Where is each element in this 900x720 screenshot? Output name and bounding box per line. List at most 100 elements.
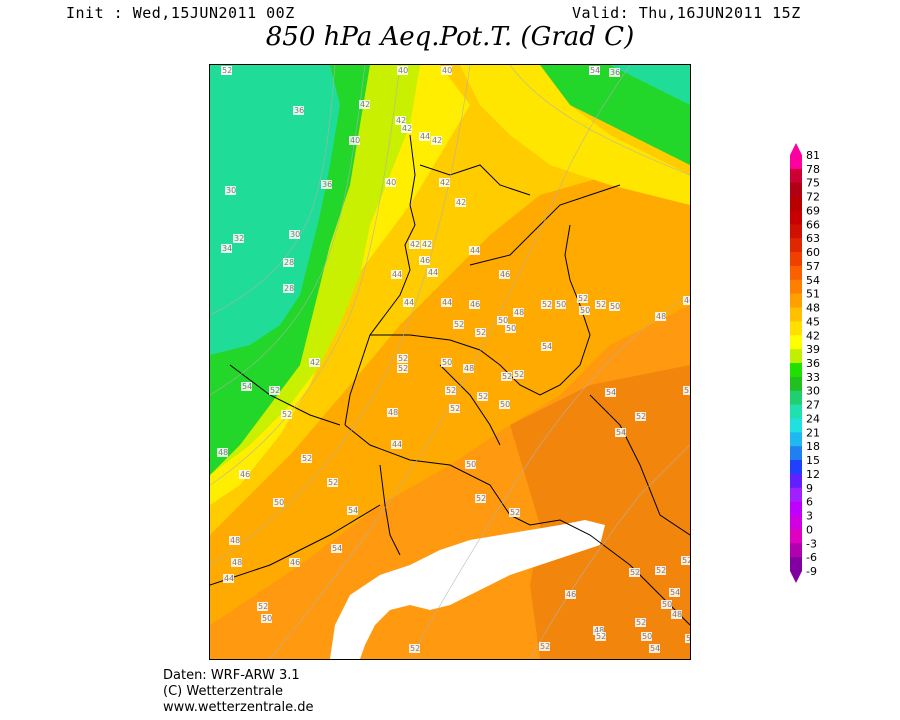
contour-value-label: 52 (636, 412, 646, 421)
teal-field-west (210, 65, 340, 355)
contour-label-box (283, 258, 294, 267)
legend-swatch (790, 279, 802, 295)
legend-label: 6 (806, 496, 813, 509)
legend-label: 24 (806, 412, 820, 425)
contour-label-box (509, 508, 520, 517)
legend-swatch (790, 293, 802, 309)
contour-label-box (609, 68, 620, 77)
legend-swatch (790, 418, 802, 433)
legend-swatch (790, 335, 802, 350)
contour-value-label: 54 (590, 66, 600, 75)
yellow-field-northeast (460, 65, 690, 205)
legend-swatch (790, 307, 802, 322)
contour-value-label: 50 (580, 306, 590, 315)
contour-value-label: 40 (386, 178, 396, 187)
contour-label-box (387, 408, 398, 417)
contour-value-label: 44 (404, 298, 414, 307)
contour-value-label: 52 (684, 386, 690, 395)
valid-time-label: Valid: Thu,16JUN2011 15Z (572, 4, 801, 22)
contour-value-label: 52 (398, 354, 408, 363)
contour-value-label: 52 (578, 294, 588, 303)
contour-label-box (349, 136, 360, 145)
contour-value-label: 44 (442, 298, 452, 307)
contour-label-box (649, 644, 660, 653)
legend-swatch (790, 321, 802, 336)
contour-value-label: 44 (392, 440, 402, 449)
legend-label: 51 (806, 288, 820, 301)
contour-label-box (629, 568, 640, 577)
contour-label-box (541, 342, 552, 351)
legend-label: 57 (806, 260, 820, 273)
contour-label-box (565, 590, 576, 599)
contour-label-box (261, 614, 272, 623)
contour-label-box (391, 270, 402, 279)
legend-label: -9 (806, 565, 817, 578)
contour-label-box (499, 400, 510, 409)
no-data-area-alps (330, 520, 605, 659)
contour-value-label: 50 (642, 632, 652, 641)
contour-value-label: 52 (596, 632, 606, 641)
contour-value-label: 50 (498, 316, 508, 325)
contour-label-box (327, 478, 338, 487)
contour-value-label: 46 (470, 300, 480, 309)
contour-label-box (233, 234, 244, 243)
website-link[interactable]: www.wetterzentrale.de (163, 700, 314, 715)
contour-value-label: 48 (218, 448, 228, 457)
contour-value-label: 48 (388, 408, 398, 417)
legend-label: 60 (806, 246, 820, 259)
legend-swatch (790, 501, 802, 517)
contour-label-box (655, 312, 666, 321)
data-source-label: Daten: WRF-ARW 3.1 (163, 668, 300, 683)
legend-swatch (790, 390, 802, 406)
contour-label-box (257, 602, 268, 611)
contour-value-label: 52 (514, 370, 524, 379)
contour-value-label: 50 (686, 634, 690, 643)
contour-label-box (469, 300, 480, 309)
contour-value-label: 50 (610, 302, 620, 311)
borders (210, 134, 690, 626)
contour-label-box (661, 600, 672, 609)
contour-label-box (595, 632, 606, 641)
contour-label-box (421, 240, 432, 249)
legend-swatch (790, 363, 802, 378)
contour-label-box (685, 634, 690, 643)
contour-value-label: 36 (610, 68, 620, 77)
contour-label-box (223, 574, 234, 583)
contour-value-label: 28 (284, 258, 294, 267)
contour-value-label: 30 (226, 186, 236, 195)
legend-label: 33 (806, 371, 820, 384)
contour-value-label: 46 (500, 270, 510, 279)
contour-label-box (431, 136, 442, 145)
contour-value-label: 52 (476, 494, 486, 503)
contour-label-box (273, 498, 284, 507)
contour-label-box (289, 230, 300, 239)
legend-label: 42 (806, 329, 820, 342)
contour-labels: 3438363032343028283636404242424442404040… (217, 66, 690, 653)
contour-value-label: 54 (348, 506, 358, 515)
contour-value-label: 44 (224, 574, 234, 583)
legend-label: 48 (806, 302, 820, 315)
legend-label: 66 (806, 218, 820, 231)
contour-label-box (463, 364, 474, 373)
legend-swatch (790, 196, 802, 211)
contour-label-box (391, 440, 402, 449)
contour-value-label: 54 (542, 342, 552, 351)
contour-label-box (419, 132, 430, 141)
contour-value-label: 52 (510, 508, 520, 517)
contour-value-label: 50 (274, 498, 284, 507)
contour-label-box (395, 116, 406, 125)
contour-label-box (593, 626, 604, 635)
contour-label-box (231, 558, 242, 567)
contour-value-label: 54 (606, 388, 616, 397)
contour-label-box (465, 460, 476, 469)
contour-label-box (409, 240, 420, 249)
contour-value-label: 52 (450, 404, 460, 413)
contour-label-box (501, 372, 512, 381)
legend-label: 75 (806, 177, 820, 190)
legend-label: -6 (806, 551, 817, 564)
contour-label-box (419, 256, 430, 265)
contour-label-box (475, 328, 486, 337)
legend-label: 0 (806, 523, 813, 536)
contour-label-box (331, 544, 342, 553)
contour-label-box (477, 392, 488, 401)
